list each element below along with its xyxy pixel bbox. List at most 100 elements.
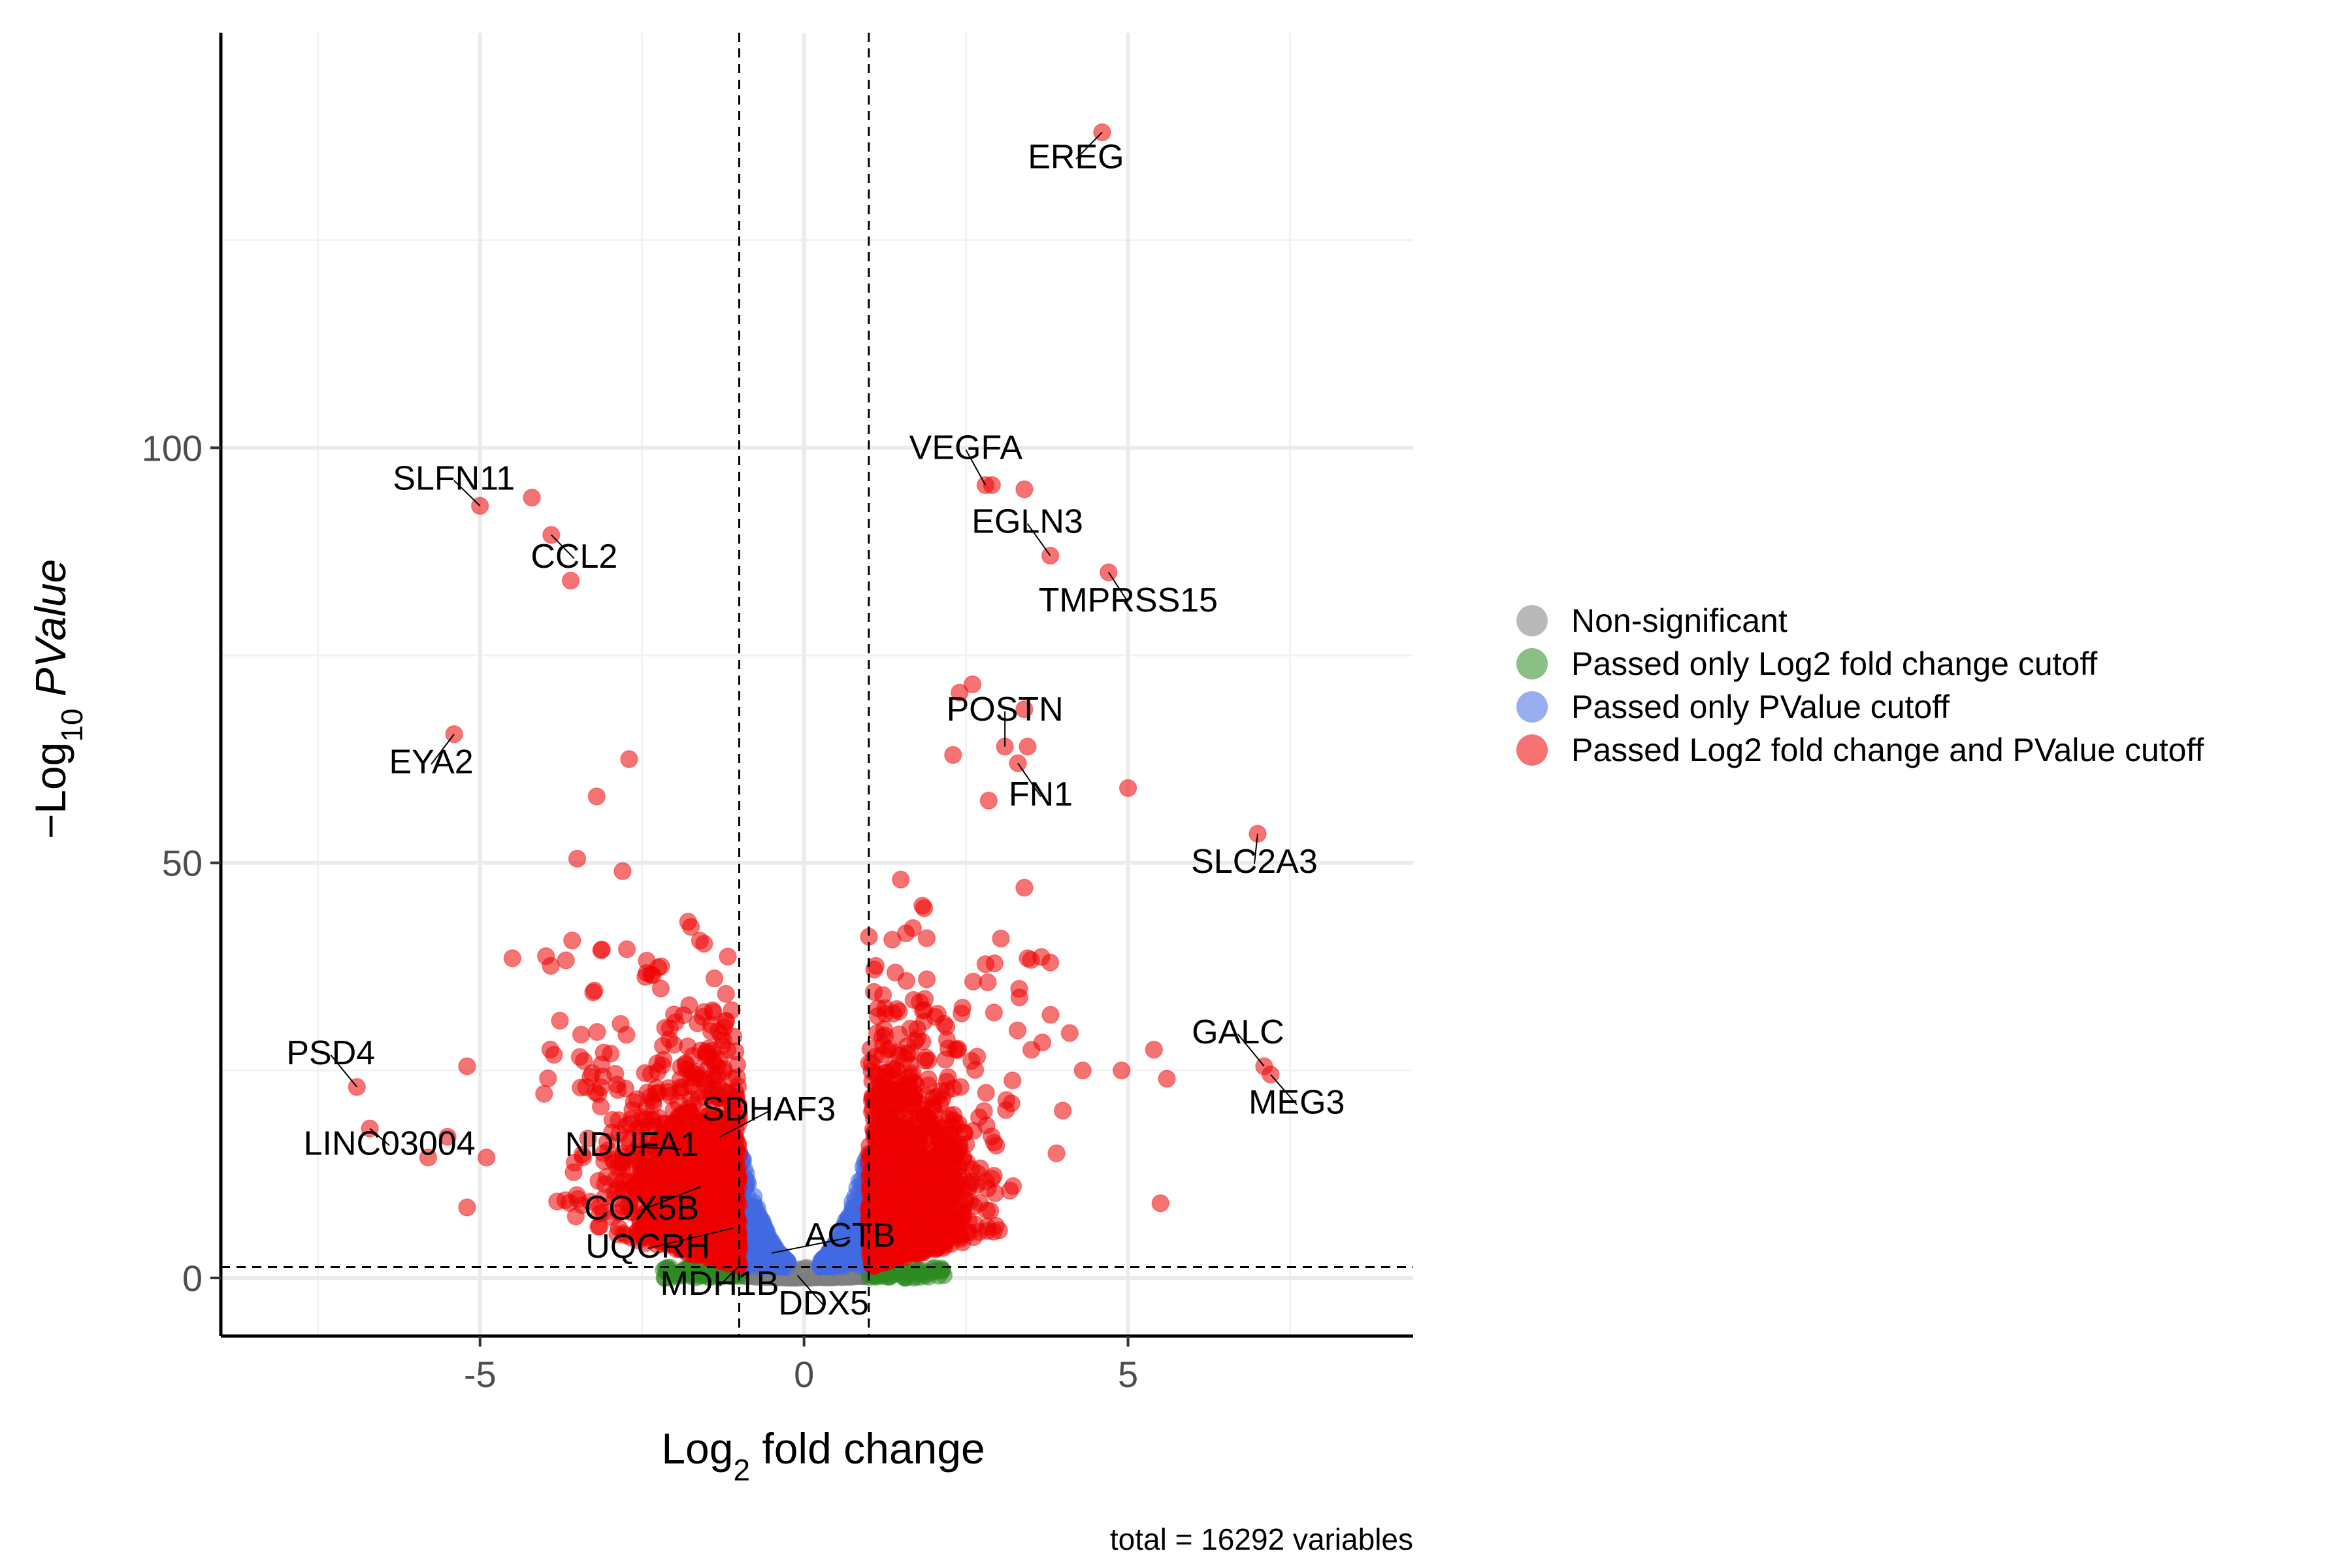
gene-label: COX5B	[584, 1189, 699, 1227]
data-point	[904, 1064, 922, 1083]
gene-label: EGLN3	[972, 503, 1083, 541]
data-point	[977, 1201, 996, 1220]
data-point	[904, 1200, 923, 1218]
data-point	[1019, 949, 1037, 968]
data-point	[919, 1185, 937, 1203]
data-point	[647, 1085, 665, 1103]
legend-key	[1516, 648, 1548, 679]
data-point	[913, 896, 932, 915]
legend-label: Passed only Log2 fold change cutoff	[1571, 645, 2097, 682]
data-point	[968, 1047, 987, 1066]
data-point	[539, 1069, 557, 1088]
data-point	[575, 1052, 593, 1070]
data-point	[917, 929, 936, 947]
data-point	[680, 1102, 699, 1121]
legend-label: Non-significant	[1571, 602, 1788, 639]
data-point	[935, 1015, 953, 1033]
data-point	[557, 951, 575, 970]
data-point	[1019, 738, 1037, 756]
data-point	[458, 1057, 476, 1075]
data-point	[985, 1166, 1003, 1185]
data-point	[658, 1263, 676, 1282]
data-point	[885, 1160, 904, 1178]
data-point	[904, 1268, 923, 1287]
data-point	[747, 1205, 766, 1223]
data-points	[348, 123, 1280, 1287]
data-point	[979, 973, 997, 992]
data-point	[1060, 1024, 1079, 1042]
data-point	[875, 1135, 894, 1153]
data-point	[556, 1191, 574, 1209]
data-point	[977, 1083, 995, 1102]
data-point	[592, 941, 610, 960]
gene-label: TMPRSS15	[1039, 581, 1218, 619]
data-point	[875, 1103, 894, 1122]
data-point	[952, 1004, 971, 1022]
data-point	[935, 1205, 953, 1224]
data-point	[897, 972, 916, 990]
gene-label: MEG3	[1249, 1084, 1345, 1122]
data-point	[919, 1168, 938, 1186]
data-point	[1145, 1040, 1164, 1059]
legend-key	[1516, 734, 1548, 766]
y-tick-label: 0	[182, 1258, 203, 1299]
data-point	[503, 949, 522, 968]
gene-label: LINC03004	[304, 1124, 476, 1162]
data-point	[591, 1098, 610, 1116]
caption: total = 16292 variables	[1110, 1522, 1413, 1556]
y-tick-label: 100	[142, 427, 203, 468]
gene-label: EYA2	[389, 743, 474, 781]
data-point	[1000, 1181, 1019, 1200]
data-point	[654, 1051, 673, 1069]
data-point	[572, 1025, 591, 1044]
data-point	[823, 1254, 841, 1273]
data-point	[695, 934, 713, 953]
data-point	[913, 1032, 932, 1051]
data-point	[595, 1043, 613, 1062]
data-point	[612, 1015, 630, 1033]
data-point	[458, 1198, 476, 1217]
data-point	[710, 1128, 729, 1146]
data-point	[688, 1014, 707, 1033]
data-point	[713, 1244, 732, 1262]
data-point	[477, 1149, 496, 1167]
data-point	[896, 924, 915, 943]
data-point	[944, 745, 962, 764]
data-point	[563, 931, 581, 950]
gene-label: DDX5	[778, 1284, 869, 1322]
data-point	[868, 1007, 887, 1026]
data-point	[866, 956, 885, 975]
data-point	[642, 1065, 661, 1083]
data-point	[920, 1116, 939, 1134]
data-point	[620, 750, 638, 768]
data-point	[943, 1188, 961, 1207]
data-point	[606, 1171, 625, 1189]
data-point	[917, 970, 936, 988]
gene-label: NDUFA1	[565, 1126, 699, 1164]
data-point	[719, 947, 737, 966]
data-point	[933, 1261, 951, 1280]
data-point	[348, 1078, 367, 1096]
data-point	[1041, 1005, 1060, 1024]
gene-label: FN1	[1009, 776, 1073, 813]
data-point	[1022, 1041, 1041, 1059]
data-point	[985, 1004, 1004, 1022]
gene-label: CCL2	[531, 538, 617, 576]
data-point	[697, 1042, 715, 1061]
gene-label: SLC2A3	[1191, 843, 1318, 881]
data-point	[535, 1085, 553, 1103]
data-point	[932, 1082, 950, 1100]
data-point	[902, 1166, 921, 1184]
data-point	[843, 1193, 862, 1211]
data-point	[984, 1222, 1003, 1241]
data-point	[992, 929, 1010, 948]
data-point	[1003, 1071, 1022, 1090]
legend-key	[1516, 691, 1548, 723]
data-point	[896, 1217, 914, 1235]
data-point	[945, 1164, 963, 1182]
data-point	[1015, 879, 1034, 897]
data-point	[685, 1069, 704, 1087]
data-point	[979, 791, 998, 810]
grid-lines	[221, 33, 1413, 1336]
data-point	[1151, 1194, 1169, 1213]
